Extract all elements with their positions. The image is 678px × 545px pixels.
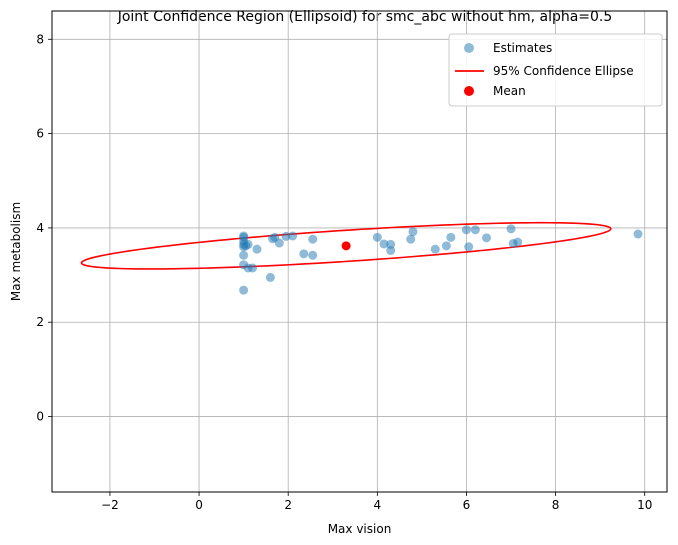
y-tick-label: 6	[36, 127, 44, 141]
estimate-point	[482, 233, 492, 243]
x-tick-label: 6	[463, 498, 471, 512]
x-tick-label: 8	[552, 498, 560, 512]
estimate-point	[252, 244, 262, 254]
x-tick-label: 10	[637, 498, 652, 512]
estimate-point	[386, 246, 396, 256]
legend-estimates-label: Estimates	[493, 41, 552, 55]
chart-title: Joint Confidence Region (Ellipsoid) for …	[117, 9, 613, 25]
estimate-point	[281, 231, 291, 241]
x-tick-label: 2	[284, 498, 292, 512]
estimate-point	[406, 234, 416, 244]
estimate-point	[274, 238, 284, 248]
estimate-point	[470, 225, 480, 235]
estimate-point	[308, 250, 318, 260]
estimate-point	[464, 242, 474, 252]
legend-mean-label: Mean	[493, 84, 526, 98]
y-tick-label: 0	[36, 410, 44, 424]
estimate-point	[239, 250, 249, 260]
estimate-point	[243, 239, 253, 249]
y-tick-label: 4	[36, 221, 44, 235]
estimate-point	[506, 224, 516, 234]
x-axis-label: Max vision	[328, 522, 392, 536]
mean-point	[341, 241, 351, 251]
estimate-point	[513, 237, 523, 247]
x-tick-label: 0	[195, 498, 203, 512]
plot-frame	[51, 10, 668, 493]
estimate-point	[265, 272, 275, 282]
estimate-point	[299, 249, 309, 259]
x-axis-ticks: −2 0 2 4 6 8 10	[101, 492, 652, 512]
estimate-point	[372, 232, 382, 242]
estimate-point	[461, 225, 471, 235]
estimate-point	[239, 231, 249, 241]
estimate-point	[430, 244, 440, 254]
y-tick-label: 8	[36, 32, 44, 46]
estimate-point	[248, 263, 258, 273]
y-axis-ticks: 0 2 4 6 8	[36, 32, 52, 424]
x-tick-label: −2	[101, 498, 119, 512]
estimate-point	[408, 227, 418, 237]
legend: Estimates 95% Confidence Ellipse Mean	[448, 33, 663, 107]
legend-estimates-marker	[464, 43, 474, 53]
x-tick-label: 4	[374, 498, 382, 512]
estimate-point	[633, 229, 643, 239]
estimate-point	[288, 231, 298, 241]
estimate-point	[239, 285, 249, 295]
data-layer	[80, 221, 643, 295]
y-axis-label: Max metabolism	[9, 202, 23, 301]
estimate-point	[379, 239, 389, 249]
y-tick-label: 2	[36, 315, 44, 329]
estimate-point	[446, 232, 456, 242]
legend-mean-marker	[464, 86, 474, 96]
confidence-ellipse	[80, 221, 612, 270]
legend-ellipse-label: 95% Confidence Ellipse	[493, 64, 634, 78]
legend-box	[448, 33, 663, 107]
estimate-point	[441, 241, 451, 251]
estimate-point	[308, 234, 318, 244]
